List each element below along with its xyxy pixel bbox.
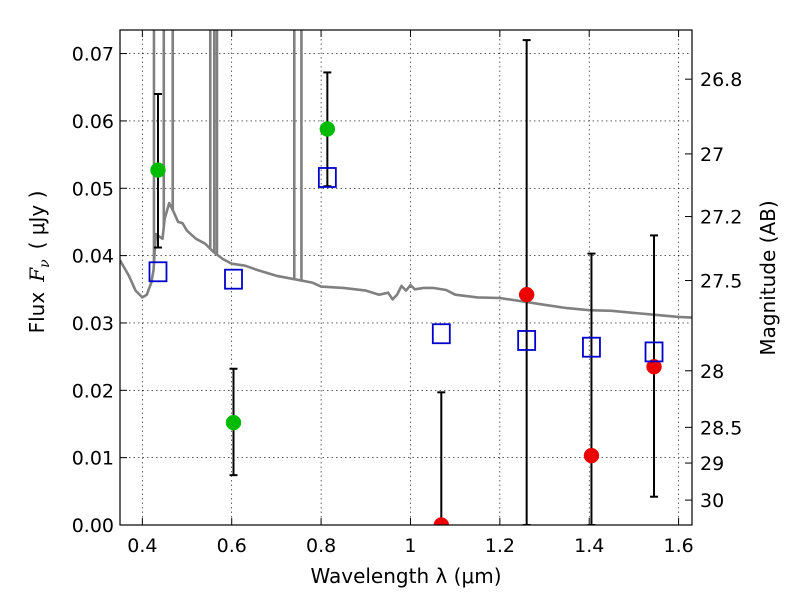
x-tick-label: 1.4 xyxy=(574,535,604,557)
x-tick-label: 1 xyxy=(404,535,416,557)
y-tick-label: 0.06 xyxy=(72,111,114,133)
model-photometry-square xyxy=(582,336,601,358)
right-axis-tick-label: 26.8 xyxy=(700,69,742,91)
y-tick-label: 0.07 xyxy=(72,44,114,66)
x-tick-label: 1.2 xyxy=(485,535,515,557)
right-axis-tick-label: 27.5 xyxy=(700,271,742,293)
model-photometry-square xyxy=(431,323,451,345)
plot-content xyxy=(120,30,692,525)
right-axis-tick-labels: 26.8 27 27.2 27.5 28 28.5 29 30 xyxy=(700,69,742,512)
model-photometry-square xyxy=(644,341,664,363)
model-photometry-square xyxy=(148,261,168,283)
y-axis-title: Flux Fν ( μJy ) xyxy=(25,191,53,334)
y-tick-labels: 0.00 0.01 0.02 0.03 0.04 0.05 0.06 0.07 xyxy=(72,44,114,537)
y-tick-label: 0.05 xyxy=(72,178,114,200)
y-tick-label: 0.01 xyxy=(72,448,114,470)
data-point-red xyxy=(433,517,450,525)
x-tick-labels: 0.4 0.6 0.8 1 1.2 1.4 1.6 xyxy=(127,535,693,557)
data-point-green xyxy=(225,414,242,431)
model-photometry-square xyxy=(224,268,243,290)
data-point-green xyxy=(150,162,166,178)
right-axis-tick-label: 30 xyxy=(700,490,724,512)
x-tick-label: 1.6 xyxy=(663,535,693,557)
right-axis-tick-label: 27.2 xyxy=(700,207,742,229)
right-axis-tick-label: 29 xyxy=(700,453,724,475)
y-tick-label: 0.00 xyxy=(72,515,114,537)
x-tick-label: 0.8 xyxy=(306,535,336,557)
data-point-red xyxy=(583,447,600,464)
y-axis-title-unit: ( μJy ) xyxy=(25,191,49,250)
model-photometry-square xyxy=(317,167,337,188)
spectrum-continuum xyxy=(120,201,692,319)
plot-frame xyxy=(119,29,693,526)
error-bars xyxy=(153,39,659,525)
y-axis-title-subscript: ν xyxy=(37,259,53,268)
y-tick-label: 0.03 xyxy=(72,313,114,335)
right-axis-tick-label: 28 xyxy=(700,361,724,383)
data-point-green xyxy=(319,121,336,137)
model-spectrum xyxy=(120,30,692,319)
y-tick-label: 0.04 xyxy=(72,246,114,268)
right-axis-tick-label: 27 xyxy=(700,144,724,166)
x-tick-label: 0.4 xyxy=(127,535,157,557)
x-tick-label: 0.6 xyxy=(217,535,247,557)
y-tick-label: 0.02 xyxy=(72,380,114,402)
right-axis-title: Magnitude (AB) xyxy=(756,200,780,355)
y-axis-title-symbol: F xyxy=(25,267,49,283)
model-photometry-square xyxy=(517,330,537,351)
axis-ticks xyxy=(120,30,692,526)
right-axis-tick-label: 28.5 xyxy=(700,417,742,439)
data-point-red xyxy=(518,286,535,303)
x-axis-title: Wavelength λ (μm) xyxy=(310,564,501,588)
y-axis-title-prefix: Flux xyxy=(25,292,49,334)
data-markers xyxy=(148,121,664,525)
data-point-red xyxy=(646,358,662,375)
